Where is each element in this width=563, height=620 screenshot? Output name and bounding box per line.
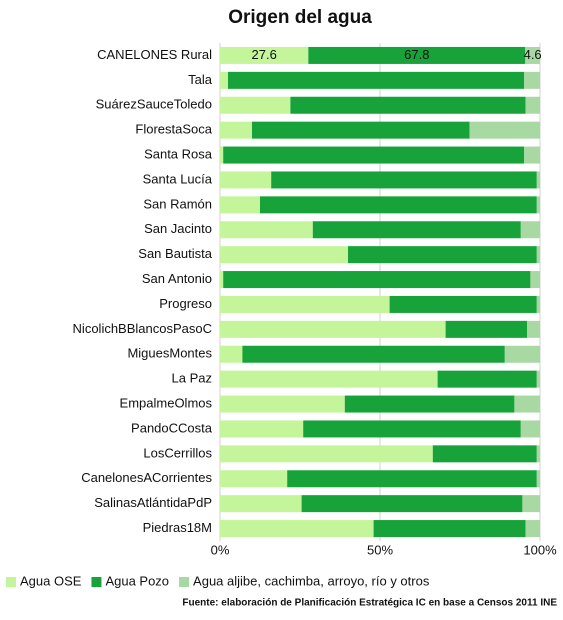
bar-segment: [527, 320, 540, 338]
bar-segment: [228, 71, 524, 89]
y-tick-label: PandoCCosta: [131, 420, 213, 435]
bar-segment: [520, 221, 540, 239]
legend-label: Agua Pozo: [105, 573, 169, 588]
y-tick-label: EmpalmeOlmos: [120, 395, 213, 410]
bar-segment: [220, 470, 288, 488]
bar-segment: [504, 345, 540, 363]
bar-segment: [520, 420, 540, 438]
bar-segment: [220, 271, 224, 289]
data-label: 27.6: [252, 47, 277, 62]
y-tick-label: San Bautista: [138, 246, 212, 261]
bar-segment: [525, 46, 540, 64]
y-tick-label: LosCerrillos: [143, 445, 212, 460]
source-note: Fuente: elaboración de Planificación Est…: [182, 598, 557, 609]
bar-segment: [301, 495, 523, 513]
y-tick-label: San Ramón: [143, 196, 212, 211]
bar-segment: [530, 271, 540, 289]
bar-segment: [223, 146, 524, 164]
legend-label: Agua OSE: [20, 573, 82, 588]
bar-segment: [252, 121, 470, 139]
bar-segment: [220, 96, 291, 114]
bar-segment: [220, 445, 433, 463]
bar-segment: [220, 121, 252, 139]
y-tick-label: Piedras18M: [143, 520, 212, 535]
x-tick-label: 50%: [367, 542, 393, 557]
bar-segment: [536, 246, 540, 264]
bar-segment: [290, 96, 526, 114]
bar-segment: [536, 470, 540, 488]
legend-swatch: [91, 577, 102, 587]
bar-segment: [522, 495, 540, 513]
bar-segment: [220, 520, 374, 538]
bar-segment: [287, 470, 537, 488]
x-tick-label: 0%: [211, 542, 230, 557]
bar-segment: [525, 96, 540, 114]
y-tick-label: San Antonio: [142, 271, 212, 286]
y-tick-label: FlorestaSoca: [135, 122, 212, 137]
bar-segment: [469, 121, 540, 139]
bar-segment: [260, 196, 537, 214]
bar-segment: [220, 295, 390, 313]
y-tick-label: Tala: [188, 72, 213, 87]
bar-segment: [220, 71, 228, 89]
y-tick-label: MiguesMontes: [127, 346, 212, 361]
chart-title: Origen del agua: [228, 7, 372, 28]
bar-segment: [524, 146, 540, 164]
legend-swatch: [179, 577, 190, 587]
bar-segment: [536, 370, 540, 388]
y-tick-label: La Paz: [172, 371, 212, 386]
bar-segment: [220, 420, 304, 438]
bar-segment: [344, 395, 515, 413]
bar-segment: [220, 495, 302, 513]
y-tick-label: NicolichBBlancosPasoC: [73, 321, 212, 336]
bar-segment: [312, 221, 521, 239]
data-label: 67.8: [404, 47, 429, 62]
y-tick-label: SalinasAtlántidaPdP: [94, 495, 212, 510]
bar-segment: [220, 221, 313, 239]
y-tick-label: San Jacinto: [144, 221, 212, 236]
bar-segment: [536, 196, 540, 214]
bar-segment: [308, 46, 526, 64]
bar-segment: [432, 445, 537, 463]
bar-segment: [220, 395, 345, 413]
bar-segment: [220, 196, 260, 214]
bar-segment: [220, 46, 309, 64]
bar-segment: [445, 320, 528, 338]
bar-segment: [437, 370, 537, 388]
legend-label: Agua aljibe, cachimba, arroyo, río y otr…: [193, 573, 430, 588]
bar-segment: [242, 345, 505, 363]
data-label: 4.6: [524, 47, 542, 62]
y-tick-label: Santa Rosa: [144, 146, 213, 161]
bar-segment: [514, 395, 540, 413]
bar-segment: [348, 246, 537, 264]
y-tick-label: Santa Lucía: [143, 171, 213, 186]
bar-segment: [373, 520, 526, 538]
bar-segment: [223, 271, 531, 289]
legend-swatch: [6, 577, 16, 587]
bar-segment: [536, 295, 540, 313]
bar-segment: [220, 320, 446, 338]
bar-segment: [536, 171, 540, 189]
bar-segment: [220, 146, 224, 164]
bar-segment: [220, 246, 348, 264]
bar-segment: [271, 171, 537, 189]
bar-segment: [220, 370, 438, 388]
bar-segment: [525, 520, 540, 538]
y-tick-label: SuárezSauceToledo: [96, 97, 212, 112]
bar-segment: [220, 171, 272, 189]
x-tick-label: 100%: [523, 542, 557, 557]
bar-segment: [303, 420, 521, 438]
y-tick-label: Progreso: [159, 296, 212, 311]
y-tick-label: CANELONES Rural: [97, 47, 212, 62]
bar-segment: [389, 295, 537, 313]
bar-segment: [536, 445, 540, 463]
bar-segment: [524, 71, 540, 89]
bar-segment: [220, 345, 243, 363]
y-tick-label: CanelonesACorrientes: [81, 470, 212, 485]
